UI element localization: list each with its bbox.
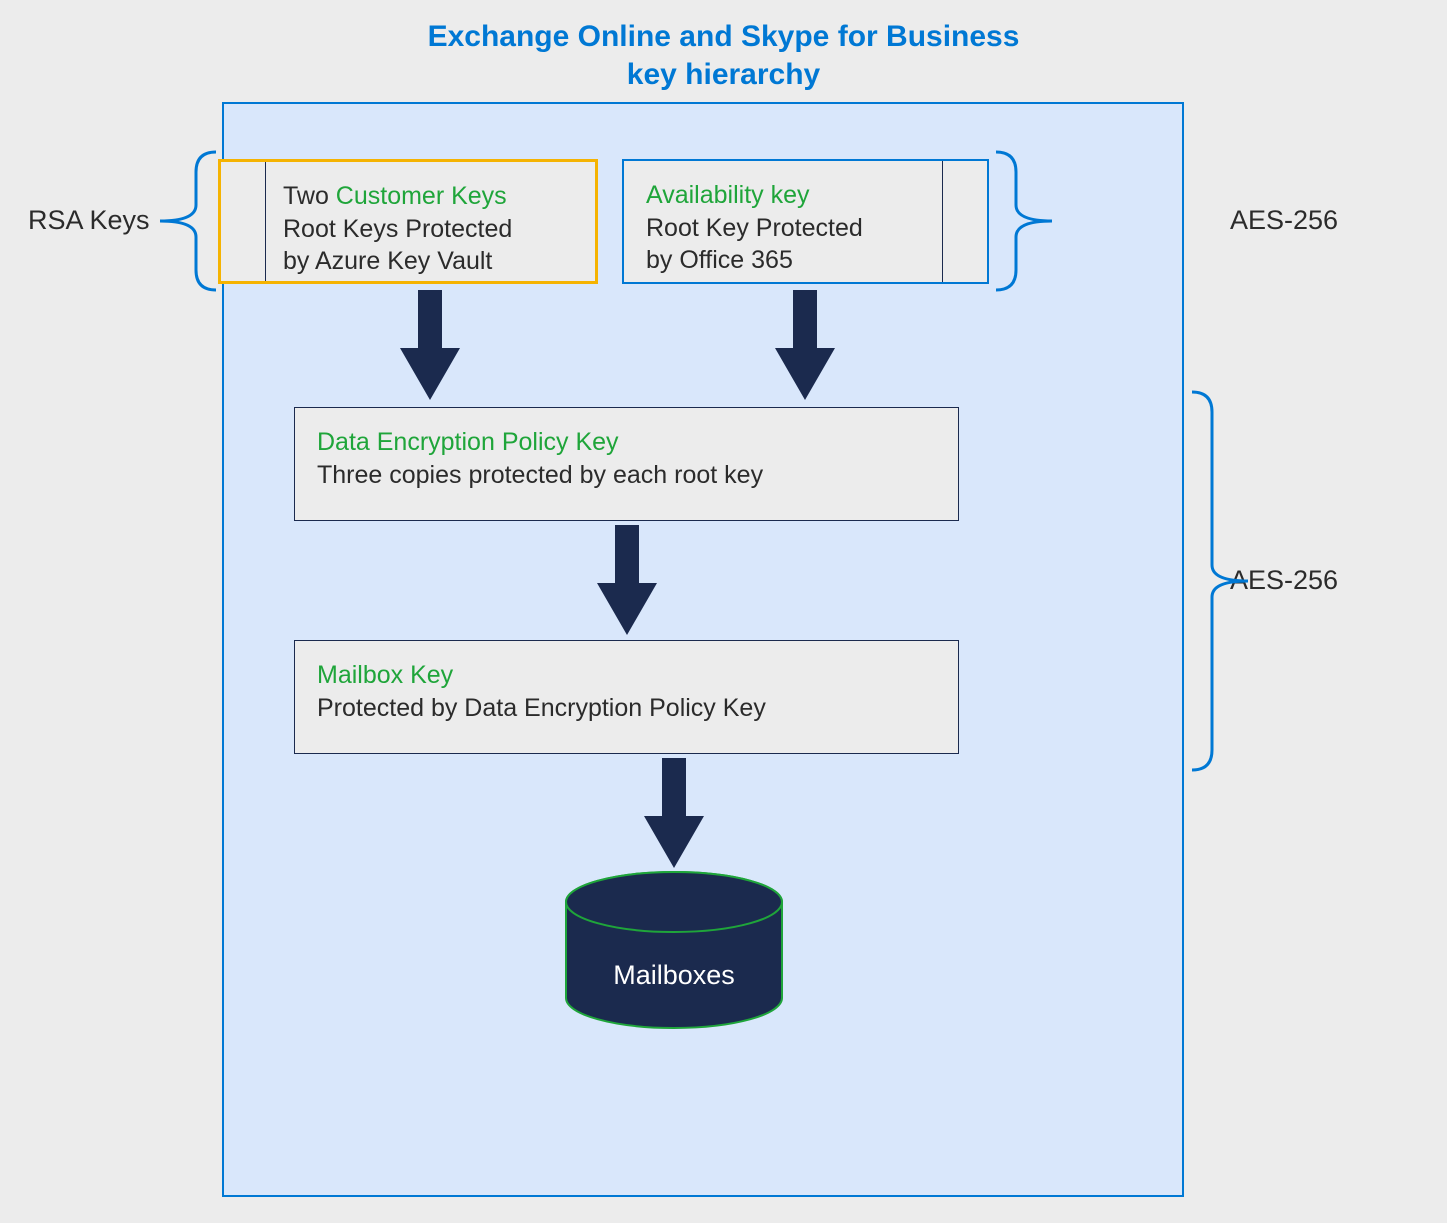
customer-keys-line3: by Azure Key Vault (283, 245, 573, 278)
customer-keys-line1: Two Customer Keys (283, 180, 573, 213)
bracket-right-top-icon (994, 150, 1054, 292)
title-line1: Exchange Online and Skype for Business (428, 20, 1020, 53)
node-customer-keys: Two Customer Keys Root Keys Protected by… (218, 159, 598, 284)
dep-key-body: Three copies protected by each root key (317, 459, 936, 492)
mailboxes-cylinder: Mailboxes (563, 870, 785, 1030)
availability-key-title: Availability key (646, 179, 965, 212)
label-rsa-keys: RSA Keys (28, 205, 150, 236)
cylinder-label: Mailboxes (563, 960, 785, 991)
diagram-title: Exchange Online and Skype for Business k… (0, 18, 1447, 93)
arrow-icon (400, 290, 460, 400)
cylinder-icon (563, 870, 785, 1030)
arrow-icon (644, 758, 704, 868)
bracket-right-mid-icon (1190, 390, 1250, 772)
dep-key-title: Data Encryption Policy Key (317, 426, 936, 459)
node-divider (942, 161, 943, 282)
customer-keys-line2: Root Keys Protected (283, 213, 573, 246)
mailbox-key-body: Protected by Data Encryption Policy Key (317, 692, 936, 725)
arrow-icon (597, 525, 657, 635)
label-aes-top: AES-256 (1230, 205, 1338, 236)
node-divider (265, 162, 266, 281)
arrow-icon (775, 290, 835, 400)
bracket-left-icon (158, 150, 218, 292)
node-mailbox-key: Mailbox Key Protected by Data Encryption… (294, 640, 959, 754)
availability-key-line2: by Office 365 (646, 244, 965, 277)
mailbox-key-title: Mailbox Key (317, 659, 936, 692)
title-line2: key hierarchy (627, 58, 820, 91)
availability-key-line1: Root Key Protected (646, 212, 965, 245)
node-dep-key: Data Encryption Policy Key Three copies … (294, 407, 959, 521)
node-availability-key: Availability key Root Key Protected by O… (622, 159, 989, 284)
